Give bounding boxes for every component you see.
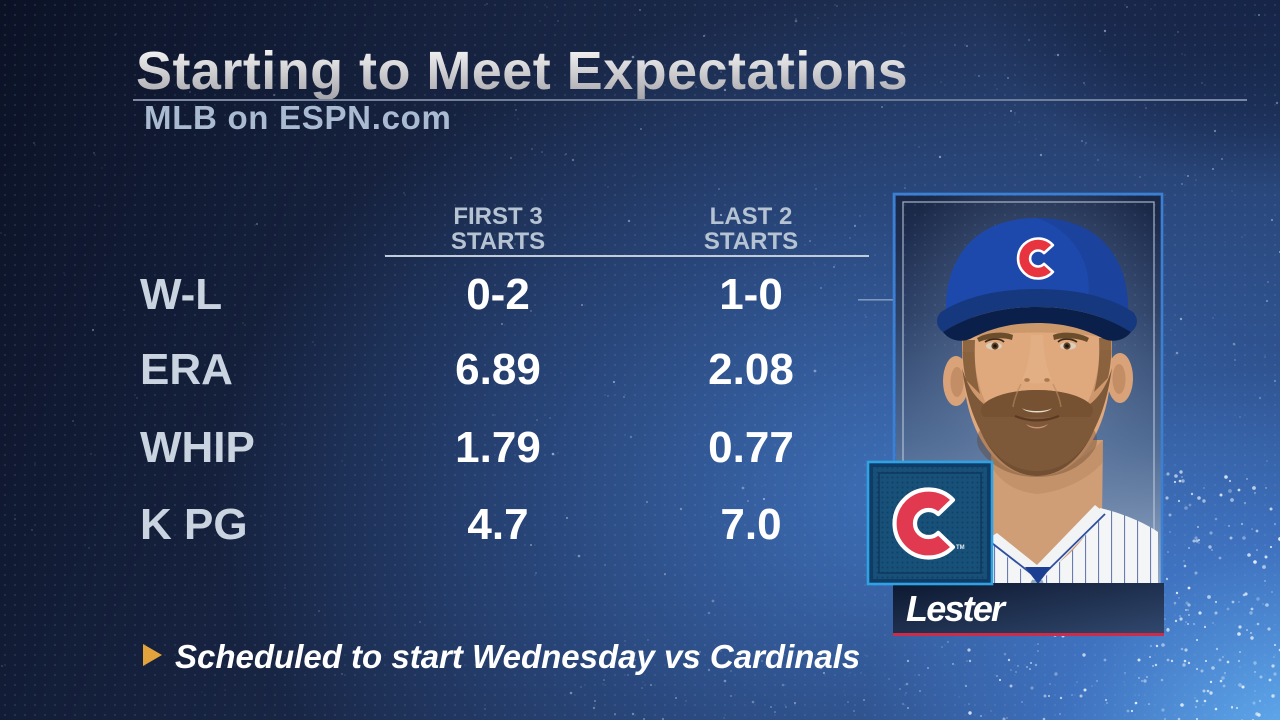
svg-text:Lester: Lester (906, 588, 1007, 629)
svg-text:TM: TM (956, 545, 965, 551)
